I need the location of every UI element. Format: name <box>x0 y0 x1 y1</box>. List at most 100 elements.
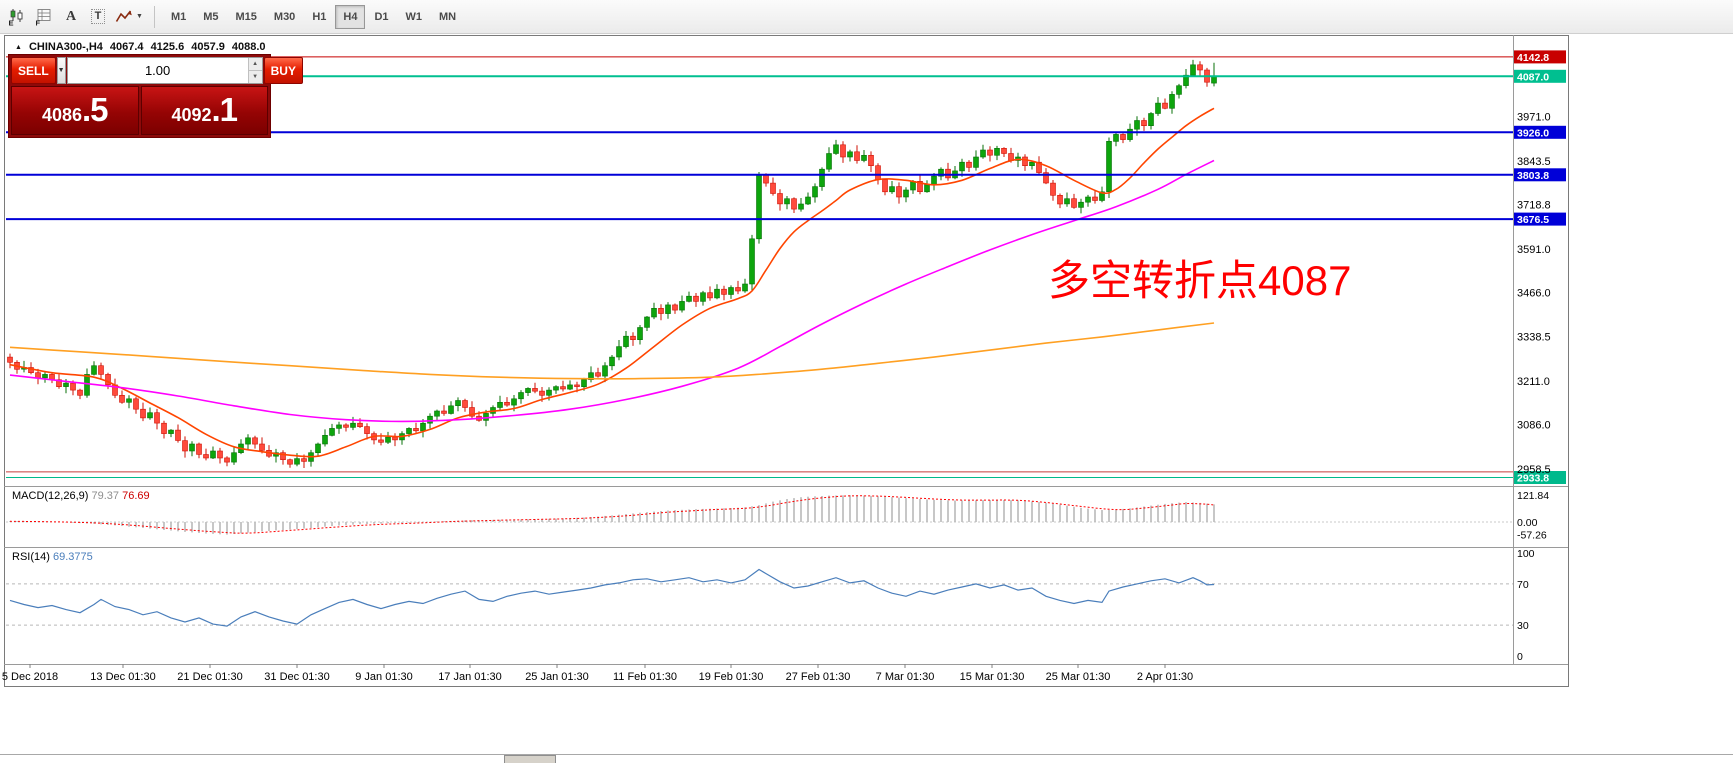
candle-up <box>651 307 657 318</box>
bid-price[interactable]: 4086.5 <box>11 86 139 135</box>
candle-up <box>497 401 503 408</box>
candle-up <box>455 400 461 406</box>
candle-up <box>784 198 790 205</box>
candle-down <box>770 182 776 194</box>
timeframe-button-d1[interactable]: D1 <box>366 5 396 29</box>
time-axis-label: 13 Dec 01:30 <box>90 671 155 683</box>
candle-up <box>756 174 762 240</box>
candle-up <box>679 301 685 311</box>
volume-input[interactable] <box>67 58 248 83</box>
candle-down <box>1043 172 1049 184</box>
price-line-label <box>1514 50 1566 64</box>
candle-down <box>791 198 797 210</box>
ohlc-header: ▲ CHINA300-,H4 4067.4 4125.6 4057.9 4088… <box>15 41 266 53</box>
time-axis-label: 19 Feb 01:30 <box>699 671 764 683</box>
text-tool-button[interactable]: A <box>58 4 84 30</box>
time-axis-label: 21 Dec 01:30 <box>177 671 242 683</box>
candle-down <box>574 384 580 387</box>
buy-button[interactable]: BUY <box>263 57 303 84</box>
candle-up <box>749 238 755 285</box>
timeframe-button-m1[interactable]: M1 <box>163 5 194 29</box>
candle-up <box>1183 74 1189 86</box>
candle-up <box>1085 196 1091 203</box>
timeframe-button-h1[interactable]: H1 <box>304 5 334 29</box>
time-axis-label: 15 Mar 01:30 <box>960 671 1025 683</box>
indicators-dropdown-button[interactable]: ▼ <box>112 4 146 30</box>
candle-up <box>1064 198 1070 205</box>
bid-price-frac: .5 <box>82 91 109 128</box>
candle-up <box>245 437 251 445</box>
rsi-axis-label: 30 <box>1517 620 1529 632</box>
volume-dropdown-button[interactable]: ▼ <box>56 57 66 84</box>
candle-down <box>392 436 398 441</box>
chart-annotation: 多空转折点4087 <box>1048 257 1352 304</box>
candle-down <box>203 454 209 459</box>
candle-up <box>434 410 440 417</box>
candle-down <box>707 292 713 299</box>
candle-up <box>826 153 832 170</box>
timeframe-button-m5[interactable]: M5 <box>195 5 226 29</box>
sell-button[interactable]: SELL <box>11 57 56 84</box>
candle-down <box>259 443 265 451</box>
trade-controls-row: SELL ▼ ▲ ▼ BUY <box>11 57 303 84</box>
time-axis-label: 17 Jan 01:30 <box>438 671 502 683</box>
candle-down <box>539 390 545 396</box>
ohlc-open: 4067.4 <box>109 41 144 53</box>
ma-fast-line <box>9 107 1215 458</box>
candle-down <box>196 443 202 455</box>
candle-up <box>329 428 335 436</box>
expert-candle-tool-button[interactable]: E <box>4 4 30 30</box>
price-line-label <box>1514 69 1566 83</box>
candle-up <box>42 374 48 379</box>
quote-list-tool-button[interactable]: F <box>31 4 57 30</box>
candle-down <box>301 458 307 462</box>
candle-down <box>77 389 83 396</box>
text-label-tool-button[interactable]: T <box>85 4 111 30</box>
candle-up <box>581 379 587 388</box>
candle-up <box>616 346 622 358</box>
rsi-axis-label: 100 <box>1517 548 1535 560</box>
timeframe-button-m30[interactable]: M30 <box>266 5 303 29</box>
candle-up <box>91 365 97 375</box>
candle-down <box>357 422 363 428</box>
candle-up <box>742 283 748 292</box>
candle-down <box>672 304 678 311</box>
collapse-chart-icon[interactable]: ▲ <box>15 43 22 51</box>
timeframe-button-w1[interactable]: W1 <box>398 5 431 29</box>
time-axis-label: 31 Dec 01:30 <box>264 671 329 683</box>
ask-price[interactable]: 4092.1 <box>140 86 268 135</box>
ask-price-frac: .1 <box>211 91 239 128</box>
timeframe-button-mn[interactable]: MN <box>431 5 464 29</box>
volume-increment-button[interactable]: ▲ <box>248 58 262 70</box>
chart-window-frame <box>4 35 1569 687</box>
candle-up <box>910 181 916 191</box>
candle-up <box>602 365 608 377</box>
candle-down <box>1197 64 1203 71</box>
candle-down <box>287 459 293 465</box>
price-line-label-text: 3926.0 <box>1517 127 1549 139</box>
timeframe-button-h4[interactable]: H4 <box>335 4 366 29</box>
timeframe-button-m15[interactable]: M15 <box>228 5 265 29</box>
candle-down <box>735 287 741 292</box>
price-line-label <box>1514 471 1566 484</box>
candle-down <box>119 394 125 403</box>
volume-field: ▲ ▼ <box>66 57 263 84</box>
candle-down <box>217 450 223 459</box>
price-line-label <box>1514 212 1566 226</box>
candle-down <box>560 386 566 390</box>
candle-down <box>35 372 41 379</box>
candle-up <box>84 374 90 396</box>
candle-up <box>518 392 524 400</box>
candle-down <box>70 382 76 391</box>
candle-up <box>609 356 615 367</box>
price-line-label-text: 2933.8 <box>1517 473 1549 485</box>
price-tick-label: 3086.0 <box>1517 420 1551 432</box>
candle-down <box>875 165 881 180</box>
price-tick-label: 3591.0 <box>1517 244 1551 256</box>
candle-up <box>189 443 195 452</box>
price-line-label-text: 4087.0 <box>1517 71 1549 83</box>
label-frame-icon: T <box>90 9 106 24</box>
candle-up <box>1190 64 1196 76</box>
volume-decrement-button[interactable]: ▼ <box>248 70 262 83</box>
candle-up <box>1155 102 1161 114</box>
